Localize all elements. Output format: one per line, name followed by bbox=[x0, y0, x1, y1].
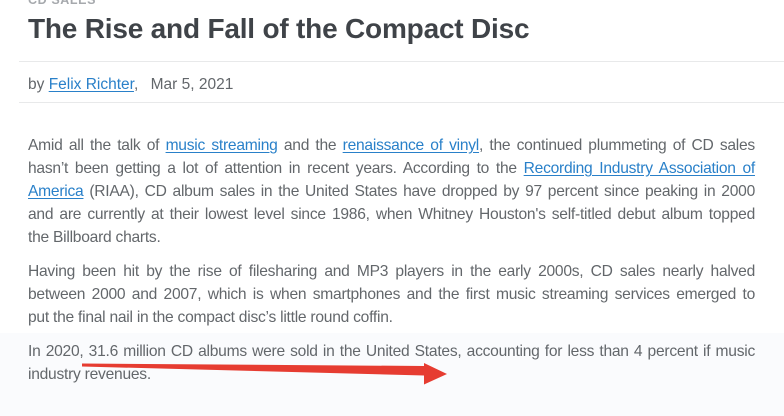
inline-link[interactable]: Recording Industry Association of bbox=[523, 160, 756, 177]
text-line: between 2000 and 2007, which is when sma… bbox=[28, 283, 755, 306]
text-line: and are currently at their lowest level … bbox=[28, 203, 755, 226]
byline-prefix: by bbox=[28, 76, 45, 93]
article-body: Amid all the talk of music streaming and… bbox=[28, 134, 755, 397]
byline-separator: , bbox=[133, 76, 139, 93]
text-line: hasn’t been getting a lot of attention i… bbox=[28, 157, 755, 180]
byline-date: Mar 5, 2021 bbox=[150, 76, 234, 93]
text-line: industry revenues. bbox=[28, 363, 755, 386]
text-segment: the Billboard charts. bbox=[28, 229, 161, 246]
inline-link[interactable]: music streaming bbox=[165, 137, 278, 154]
text-segment: , the continued plummeting of CD sales bbox=[479, 137, 755, 154]
byline: by Felix Richter, Mar 5, 2021 bbox=[28, 75, 233, 95]
text-line: Having been hit by the rise of fileshari… bbox=[28, 260, 755, 283]
inline-link[interactable]: America bbox=[28, 183, 84, 200]
text-segment: Having been hit by the rise of fileshari… bbox=[28, 263, 755, 280]
category-label[interactable]: CD SALES bbox=[28, 0, 97, 7]
divider-byline bbox=[19, 102, 784, 103]
paragraph: Amid all the talk of music streaming and… bbox=[28, 134, 755, 249]
text-segment: industry revenues. bbox=[28, 366, 151, 383]
text-segment: between 2000 and 2007, which is when sma… bbox=[28, 286, 755, 303]
paragraph: Having been hit by the rise of fileshari… bbox=[28, 260, 755, 329]
text-line: America (RIAA), CD album sales in the Un… bbox=[28, 180, 755, 203]
text-line: put the final nail in the compact disc’s… bbox=[28, 306, 755, 329]
text-line: In 2020, 31.6 million CD albums were sol… bbox=[28, 340, 755, 363]
text-segment: Amid all the talk of bbox=[28, 137, 166, 154]
text-segment: (RIAA), CD album sales in the United Sta… bbox=[83, 183, 755, 200]
text-segment: In 2020, 31.6 million CD albums were sol… bbox=[28, 343, 755, 360]
paragraph: In 2020, 31.6 million CD albums were sol… bbox=[28, 340, 755, 386]
text-line: Amid all the talk of music streaming and… bbox=[28, 134, 755, 157]
author-link[interactable]: Felix Richter bbox=[48, 76, 134, 93]
text-line: the Billboard charts. bbox=[28, 226, 755, 249]
text-segment: hasn’t been getting a lot of attention i… bbox=[28, 160, 524, 177]
text-segment: and are currently at their lowest level … bbox=[28, 206, 755, 223]
page-title: The Rise and Fall of the Compact Disc bbox=[28, 13, 530, 44]
divider-top bbox=[19, 61, 784, 62]
inline-link[interactable]: renaissance of vinyl bbox=[342, 137, 480, 154]
text-segment: put the final nail in the compact disc’s… bbox=[28, 309, 393, 326]
text-segment: and the bbox=[277, 137, 343, 154]
